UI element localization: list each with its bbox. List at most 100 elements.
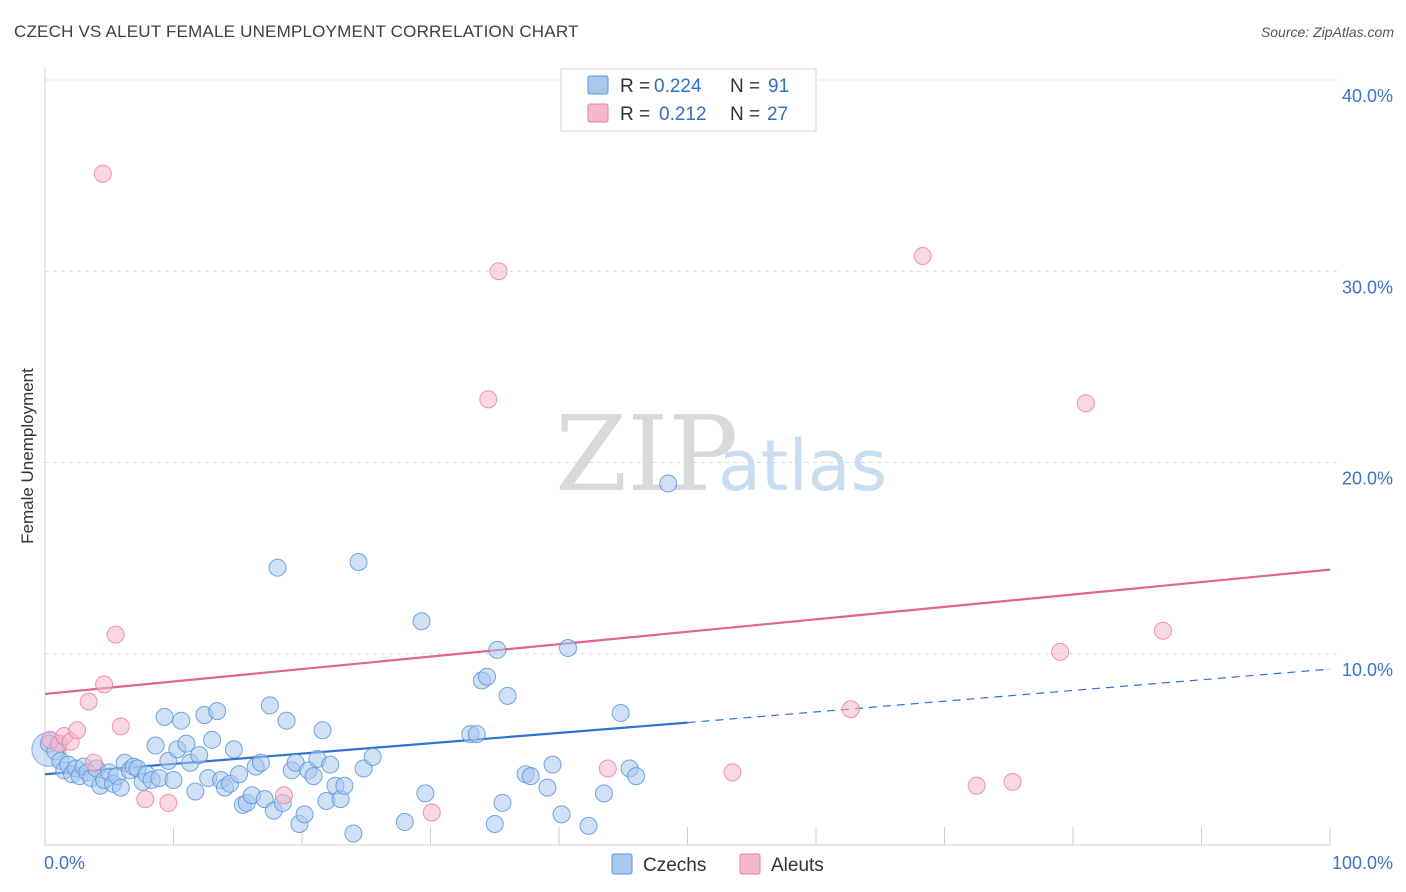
legend-swatch-aleuts <box>587 103 609 123</box>
legend-r-value-aleuts: 0.212 <box>659 104 707 125</box>
czechs-point <box>627 767 646 786</box>
tick-labels: 10.0% 20.0% 30.0% 40.0% 0.0% 100.0% <box>44 86 1393 873</box>
bottom-legend: Czechs Aleuts <box>611 853 824 876</box>
chart-title: CZECH VS ALEUT FEMALE UNEMPLOYMENT CORRE… <box>14 22 579 41</box>
czechs-point <box>485 814 504 833</box>
czechs-point <box>611 704 630 723</box>
watermark-atlas: atlas <box>718 425 887 507</box>
aleuts-point <box>136 790 155 809</box>
czechs-point <box>344 824 363 843</box>
czechs-point <box>363 748 382 767</box>
legend-n-value-czechs: 91 <box>768 76 789 97</box>
czechs-point <box>594 784 613 803</box>
czechs-point <box>146 736 165 755</box>
bottom-legend-label-aleuts: Aleuts <box>771 855 824 876</box>
aleuts-point <box>723 763 742 782</box>
czechs-point <box>488 640 507 659</box>
czechs-point <box>538 778 557 797</box>
bottom-legend-swatch-czechs <box>611 853 633 875</box>
bottom-legend-label-czechs: Czechs <box>643 855 706 876</box>
data-points <box>31 164 1172 843</box>
y-axis-title: Female Unemployment <box>18 368 37 544</box>
czechs-point <box>155 707 174 726</box>
czechs-point <box>543 755 562 774</box>
legend-r-label-aleuts: R = <box>620 104 650 125</box>
legend-box: R = 0.224 N = 91 R = 0.212 N = 27 <box>560 68 817 132</box>
legend-r-label-czechs: R = <box>620 76 650 97</box>
czechs-point <box>111 778 130 797</box>
source-label: Source: ZipAtlas.com <box>1260 24 1394 40</box>
aleuts-point <box>68 721 87 740</box>
czechs-point <box>321 755 340 774</box>
legend-n-value-aleuts: 27 <box>767 104 788 125</box>
aleuts-point <box>841 700 860 719</box>
legend-swatch-czechs <box>587 75 609 95</box>
aleuts-point <box>95 675 114 694</box>
czechs-point <box>659 474 678 493</box>
legend-n-label-aleuts: N = <box>730 104 760 125</box>
czechs-point <box>395 813 414 832</box>
aleuts-point <box>275 786 294 805</box>
czechs-point <box>579 816 598 835</box>
czechs-point <box>552 805 571 824</box>
trend-line-aleuts <box>44 568 1331 696</box>
y-tick-label-0: 10.0% <box>1342 660 1393 680</box>
czechs-point <box>335 776 354 795</box>
czechs-point <box>493 793 512 812</box>
czechs-point <box>230 765 249 784</box>
czechs-point <box>349 552 368 571</box>
aleuts-point <box>1153 621 1172 640</box>
watermark-zip: ZIP <box>555 393 738 515</box>
czechs-point <box>478 667 497 686</box>
axes <box>44 68 1331 846</box>
aleuts-point <box>1051 642 1070 661</box>
trend-lines <box>44 568 1331 776</box>
czechs-point <box>260 696 279 715</box>
czechs-point <box>313 721 332 740</box>
czechs-point <box>558 639 577 658</box>
czechs-point <box>172 711 191 730</box>
czechs-point <box>164 770 183 789</box>
czechs-point <box>177 734 196 753</box>
czechs-point <box>186 782 205 801</box>
grid-lines <box>45 79 1338 655</box>
aleuts-point <box>111 717 130 736</box>
x-tick-label-1: 100.0% <box>1332 853 1393 873</box>
aleuts-point <box>422 803 441 822</box>
czechs-point <box>498 686 517 705</box>
czechs-point <box>251 753 270 772</box>
aleuts-point <box>598 759 617 778</box>
legend-n-label-czechs: N = <box>730 76 760 97</box>
y-tick-label-3: 40.0% <box>1342 86 1393 106</box>
legend-r-value-czechs: 0.224 <box>654 76 702 97</box>
aleuts-point <box>84 753 103 772</box>
czechs-point <box>203 730 222 749</box>
czechs-point <box>412 612 431 631</box>
aleuts-point <box>1076 394 1095 413</box>
watermark: ZIP atlas <box>555 393 887 515</box>
aleuts-point <box>79 692 98 711</box>
czechs-point <box>268 558 287 577</box>
czechs-point <box>467 725 486 744</box>
czechs-point <box>190 746 209 765</box>
czechs-point <box>416 784 435 803</box>
aleuts-point <box>106 625 125 644</box>
aleuts-point <box>913 246 932 265</box>
aleuts-point <box>489 262 508 281</box>
aleuts-point <box>159 793 178 812</box>
x-tick-label-0: 0.0% <box>44 853 85 873</box>
czechs-point <box>295 805 314 824</box>
czechs-point <box>521 767 540 786</box>
trend-line-czechs <box>44 721 688 776</box>
bottom-legend-swatch-aleuts <box>739 853 761 875</box>
czechs-point <box>304 767 323 786</box>
aleuts-point <box>93 164 112 183</box>
czechs-point <box>277 711 296 730</box>
y-tick-label-1: 20.0% <box>1342 469 1393 489</box>
aleuts-point <box>967 776 986 795</box>
aleuts-point <box>479 390 498 409</box>
aleuts-point <box>1003 772 1022 791</box>
trend-line-czechs-extrapolated <box>687 668 1331 724</box>
y-tick-label-2: 30.0% <box>1342 277 1393 297</box>
